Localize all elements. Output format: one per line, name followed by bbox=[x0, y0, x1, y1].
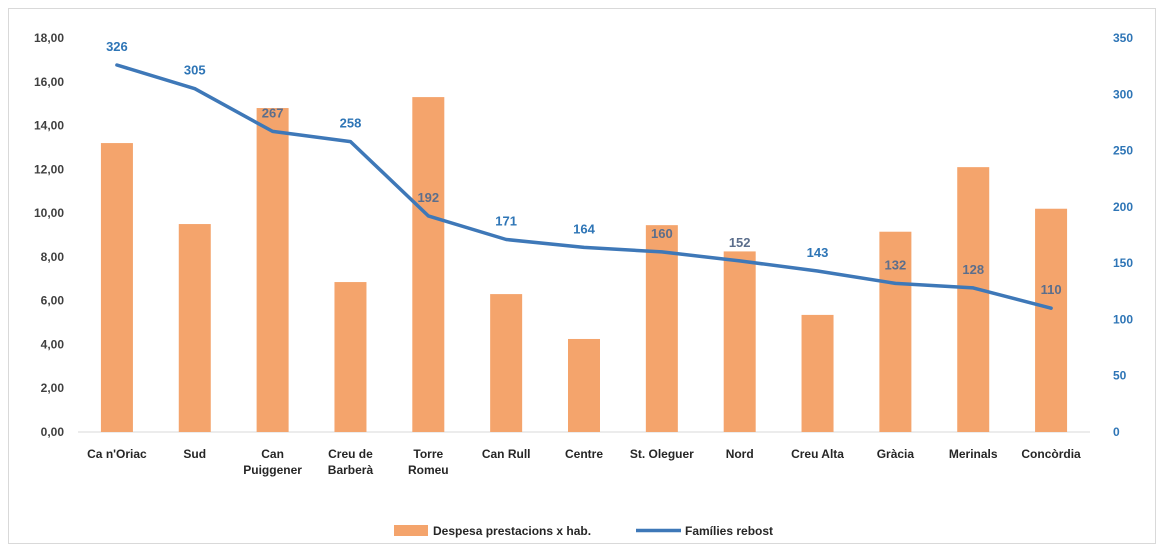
y-left-tick-label: 2,00 bbox=[41, 381, 65, 395]
bar bbox=[178, 224, 211, 432]
y-left-tick-label: 10,00 bbox=[34, 206, 64, 220]
line-series bbox=[115, 63, 1053, 310]
y-left-tick-label: 12,00 bbox=[34, 162, 64, 176]
y-right-tick-label: 200 bbox=[1113, 200, 1133, 214]
x-category-label: Creu de bbox=[328, 447, 373, 461]
line-data-label: 258 bbox=[340, 116, 362, 131]
y-left-tick-label: 4,00 bbox=[41, 337, 65, 351]
x-category-label: Torre bbox=[413, 447, 443, 461]
y-right-tick-label: 0 bbox=[1113, 425, 1120, 439]
x-category-label: Nord bbox=[726, 447, 754, 461]
y-right-tick-label: 100 bbox=[1113, 312, 1133, 326]
x-category-label: Can Rull bbox=[482, 447, 531, 461]
x-category-label: Puiggener bbox=[243, 463, 302, 477]
y-right-tick-label: 50 bbox=[1113, 369, 1127, 383]
line-data-label: 326 bbox=[106, 39, 128, 54]
bar bbox=[645, 225, 678, 432]
line-data-label: 192 bbox=[417, 190, 439, 205]
bar bbox=[334, 282, 367, 432]
bar bbox=[490, 294, 523, 432]
x-category-label: St. Oleguer bbox=[630, 447, 694, 461]
y-left-tick-label: 16,00 bbox=[34, 75, 64, 89]
axes: 0,00 2,00 4,00 6,00 8,00 10,00 12,00 14,00 16,00… bbox=[34, 31, 1133, 477]
y-right-tick-label: 350 bbox=[1113, 31, 1133, 45]
y-left-tick-label: 0,00 bbox=[41, 425, 65, 439]
y-left-tick-label: 6,00 bbox=[41, 294, 65, 308]
line-data-label: 143 bbox=[807, 245, 829, 260]
line-point bbox=[193, 87, 197, 91]
bar bbox=[100, 143, 133, 433]
line-data-label: 267 bbox=[262, 105, 284, 120]
line-point bbox=[115, 63, 119, 67]
bar bbox=[957, 167, 990, 432]
chart-frame bbox=[8, 8, 1156, 544]
line-point bbox=[738, 259, 742, 263]
x-category-label: Merinals bbox=[949, 447, 998, 461]
x-category-label: Sud bbox=[183, 447, 206, 461]
bar bbox=[801, 314, 834, 432]
line-point bbox=[271, 129, 275, 133]
line-point bbox=[504, 238, 508, 242]
bar bbox=[568, 338, 600, 432]
legend: Despesa prestacions x hab. Famílies rebos… bbox=[394, 524, 773, 538]
line-data-label: 110 bbox=[1041, 282, 1062, 297]
x-category-label: Centre bbox=[565, 447, 603, 461]
x-category-label: Ca n'Oriac bbox=[87, 447, 147, 461]
x-category-label: Gràcia bbox=[877, 447, 915, 461]
legend-label: Famílies rebost bbox=[685, 524, 773, 538]
legend-label: Despesa prestacions x hab. bbox=[433, 524, 591, 538]
line-point bbox=[426, 214, 430, 218]
legend-swatch-bar bbox=[394, 525, 428, 536]
x-category-label: Concòrdia bbox=[1021, 447, 1081, 461]
y-left-tick-label: 8,00 bbox=[41, 250, 65, 264]
x-category-label: Romeu bbox=[408, 463, 449, 477]
line-data-label: 305 bbox=[184, 63, 206, 78]
bar bbox=[879, 231, 912, 432]
line-data-label: 132 bbox=[885, 257, 907, 272]
line-point bbox=[660, 250, 664, 254]
line-point bbox=[971, 286, 975, 290]
data-labels: 326 305 267 258 192 171 164 160 152 143 132 128 110 bbox=[106, 39, 1061, 297]
y-left-tick-label: 14,00 bbox=[34, 119, 64, 133]
line-point bbox=[816, 269, 820, 273]
line-point bbox=[893, 281, 897, 285]
line-data-label: 171 bbox=[495, 214, 517, 229]
x-category-label: Can bbox=[261, 447, 284, 461]
y-right-tick-label: 250 bbox=[1113, 144, 1133, 158]
y-right-tick-label: 300 bbox=[1113, 87, 1133, 101]
line-data-label: 152 bbox=[729, 235, 751, 250]
x-category-label: Barberà bbox=[328, 463, 374, 477]
x-category-label: Creu Alta bbox=[791, 447, 844, 461]
y-left-tick-label: 18,00 bbox=[34, 31, 64, 45]
line-point bbox=[582, 245, 586, 249]
y-right-tick-label: 150 bbox=[1113, 256, 1133, 270]
bar-series bbox=[100, 97, 1068, 433]
bar bbox=[256, 108, 289, 433]
line-point bbox=[348, 140, 352, 144]
line-point bbox=[1049, 306, 1053, 310]
line-data-label: 128 bbox=[962, 262, 984, 277]
line-data-label: 160 bbox=[651, 226, 673, 241]
bar bbox=[1035, 208, 1068, 432]
bar bbox=[412, 97, 445, 432]
bar bbox=[723, 251, 756, 432]
line-data-label: 164 bbox=[573, 221, 595, 236]
